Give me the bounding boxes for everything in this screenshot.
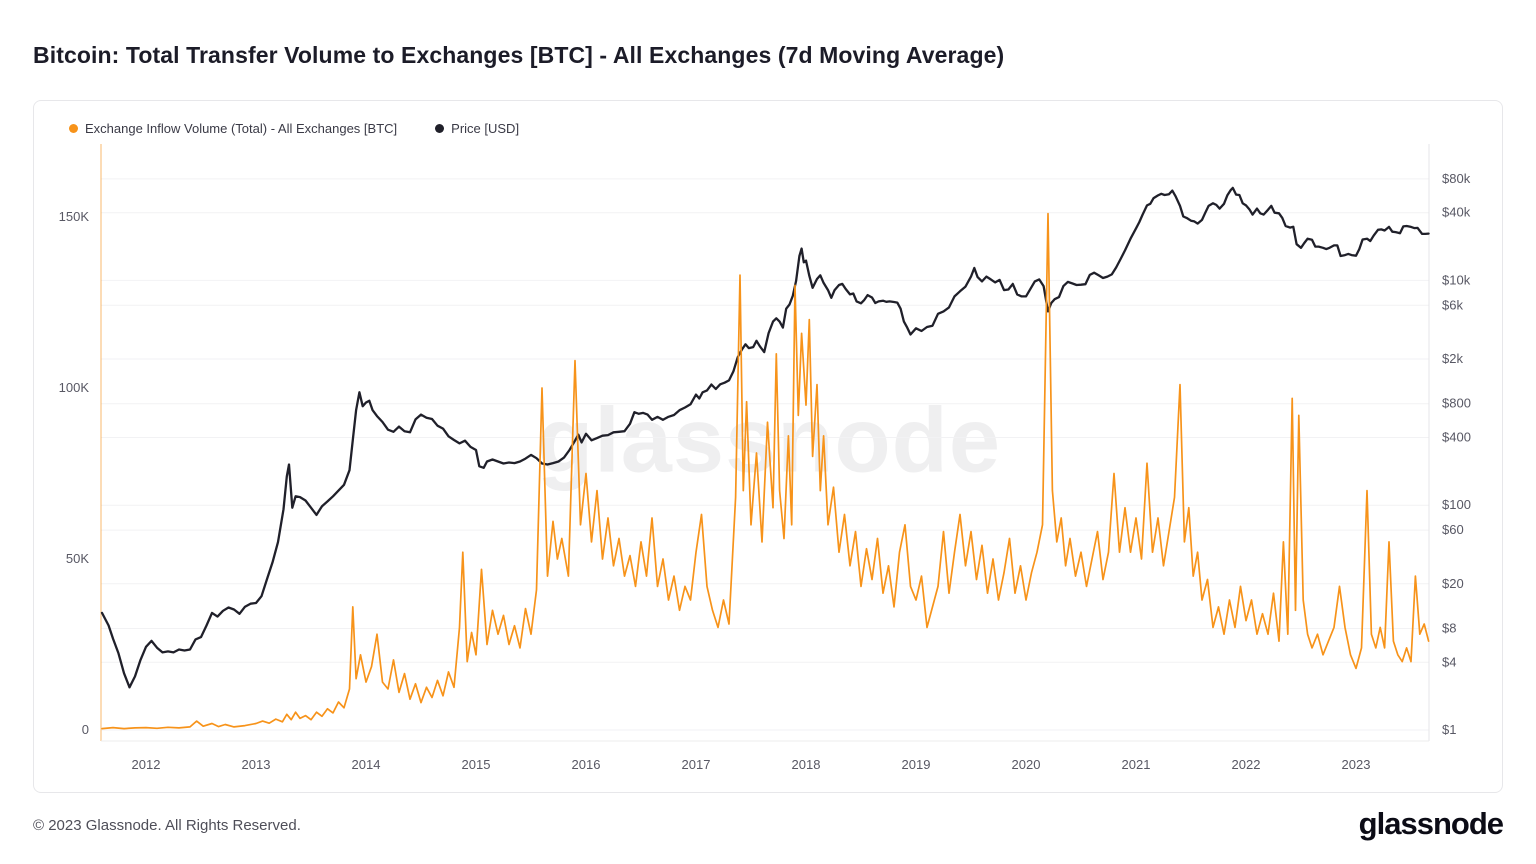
legend-item-inflow[interactable]: Exchange Inflow Volume (Total) - All Exc… bbox=[69, 121, 397, 136]
x-axis-tick-label: 2018 bbox=[792, 757, 821, 772]
inflow-series bbox=[101, 212, 1430, 730]
right-axis-tick-label: $8 bbox=[1442, 621, 1456, 636]
right-axis-tick-label: $60 bbox=[1442, 522, 1464, 537]
x-axis-tick-label: 2019 bbox=[902, 757, 931, 772]
left-axis-tick-label: 150K bbox=[59, 209, 90, 224]
right-axis-tick-label: $20 bbox=[1442, 576, 1464, 591]
x-axis-tick-label: 2013 bbox=[242, 757, 271, 772]
x-axis-tick-label: 2021 bbox=[1122, 757, 1151, 772]
right-axis-tick-label: $40k bbox=[1442, 205, 1471, 220]
price-legend-dot-icon bbox=[435, 124, 445, 133]
chart-plot[interactable]: 0 50K 100K 150K $1 $4 $8 $20 $60 $100 $400 $800 $2k $… bbox=[34, 101, 1504, 794]
chart-card: Exchange Inflow Volume (Total) - All Exc… bbox=[33, 100, 1503, 793]
right-axis-tick-label: $800 bbox=[1442, 396, 1471, 411]
legend-label-inflow: Exchange Inflow Volume (Total) - All Exc… bbox=[85, 121, 398, 136]
glassnode-logo: glassnode bbox=[1358, 806, 1504, 841]
x-axis-tick-label: 2023 bbox=[1342, 757, 1371, 772]
price-series bbox=[100, 186, 1430, 689]
legend-item-price[interactable]: Price [USD] bbox=[435, 121, 519, 136]
right-axis-tick-label: $6k bbox=[1442, 297, 1463, 312]
x-axis-tick-label: 2012 bbox=[132, 757, 161, 772]
right-axis-tick-label: $2k bbox=[1442, 351, 1463, 366]
x-axis-tick-label: 2017 bbox=[682, 757, 711, 772]
right-axis-tick-label: $80k bbox=[1442, 171, 1471, 186]
legend: Exchange Inflow Volume (Total) - All Exc… bbox=[69, 121, 519, 136]
x-axis-tick-label: 2015 bbox=[462, 757, 491, 772]
inflow-legend-dot-icon bbox=[69, 124, 78, 133]
right-axis-tick-label: $4 bbox=[1442, 654, 1456, 669]
left-axis-tick-label: 100K bbox=[59, 380, 90, 395]
right-axis-tick-label: $400 bbox=[1442, 430, 1471, 445]
copyright-text: © 2023 Glassnode. All Rights Reserved. bbox=[33, 817, 301, 834]
right-axis-tick-label: $1 bbox=[1442, 722, 1456, 737]
right-axis-tick-label: $10k bbox=[1442, 272, 1471, 287]
x-axis-tick-label: 2020 bbox=[1012, 757, 1041, 772]
left-axis-tick-label: 50K bbox=[66, 551, 89, 566]
x-axis-tick-label: 2014 bbox=[352, 757, 381, 772]
legend-label-price: Price [USD] bbox=[451, 121, 520, 136]
left-axis-tick-label: 0 bbox=[82, 722, 89, 737]
chart-title: Bitcoin: Total Transfer Volume to Exchan… bbox=[33, 42, 1005, 68]
x-axis-tick-label: 2016 bbox=[572, 757, 601, 772]
x-axis-tick-label: 2022 bbox=[1232, 757, 1261, 772]
right-axis-tick-label: $100 bbox=[1442, 497, 1471, 512]
